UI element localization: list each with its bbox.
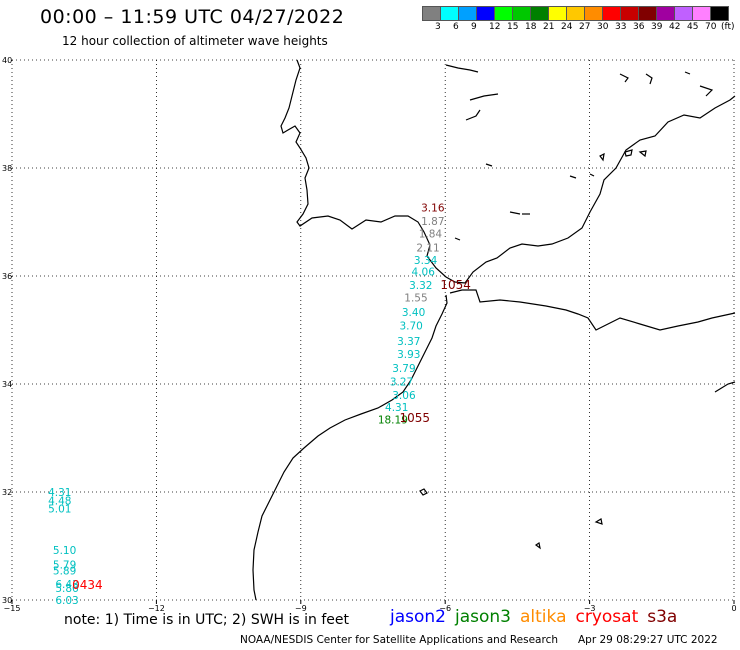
y-tick-label: 34 bbox=[2, 380, 12, 389]
legend-label: 45 bbox=[687, 22, 699, 32]
wave-height-value: 6.43 bbox=[55, 579, 78, 591]
coastline-river bbox=[569, 175, 577, 179]
wave-height-value: 3.32 bbox=[409, 280, 432, 292]
coastline-balearic bbox=[638, 150, 647, 158]
wave-height-value: 4.31 bbox=[48, 487, 71, 499]
coastline-africa bbox=[252, 294, 448, 601]
legend-label: 15 bbox=[507, 22, 519, 32]
coastline-balearic bbox=[599, 152, 605, 162]
coastline-river bbox=[485, 163, 493, 167]
generation-timestamp: Apr 29 08:29:27 UTC 2022 bbox=[578, 634, 718, 646]
pass-time-label: 0434 bbox=[72, 578, 103, 592]
coastline-river bbox=[645, 73, 653, 85]
y-tick-label: 40 bbox=[2, 56, 12, 65]
wave-height-value: 1.87 bbox=[421, 216, 444, 228]
wave-height-value: 5.86 bbox=[55, 583, 79, 595]
wave-height-value: 18.19 bbox=[378, 415, 408, 427]
y-tick-label: 30 bbox=[2, 596, 12, 605]
credit-line: NOAA/NESDIS Center for Satellite Applica… bbox=[240, 634, 558, 646]
coastline-river bbox=[619, 73, 629, 83]
coastline-island bbox=[594, 518, 603, 525]
pass-time-label: 1054 bbox=[440, 278, 471, 292]
wave-height-value: 1.84 bbox=[419, 228, 443, 240]
legend-swatch bbox=[710, 6, 729, 21]
legend-label: 12 bbox=[489, 22, 501, 32]
x-tick-label: −3 bbox=[584, 604, 596, 613]
coastline-river bbox=[699, 85, 714, 97]
wave-height-value: 3.40 bbox=[402, 307, 425, 319]
legend-label: 39 bbox=[651, 22, 663, 32]
legend-label: 21 bbox=[543, 22, 555, 32]
wave-height-value: 3.27 bbox=[390, 376, 413, 388]
legend-unit: (ft) bbox=[721, 22, 735, 32]
coastline-coast-east bbox=[714, 381, 736, 393]
legend-label: 18 bbox=[525, 22, 537, 32]
pass-time-label: 1055 bbox=[399, 411, 430, 425]
legend-label: 3 bbox=[435, 22, 441, 32]
legend-label: 24 bbox=[561, 22, 573, 32]
coastline-river bbox=[469, 93, 499, 101]
legend-label: 27 bbox=[579, 22, 591, 32]
legend-label: 30 bbox=[597, 22, 609, 32]
y-tick-label: 36 bbox=[2, 272, 12, 281]
x-tick-label: −15 bbox=[4, 604, 21, 613]
wave-height-value: 3.79 bbox=[392, 363, 415, 375]
wave-height-value: 2.11 bbox=[416, 242, 439, 254]
wave-height-value: 4.06 bbox=[412, 267, 436, 279]
wave-height-value: 3.70 bbox=[399, 321, 422, 333]
color-legend bbox=[422, 6, 729, 25]
coastline-river bbox=[445, 64, 479, 73]
wave-height-value: 5.89 bbox=[53, 565, 76, 577]
coastline-river bbox=[454, 237, 461, 241]
legend-label: 9 bbox=[471, 22, 477, 32]
wave-height-value: 3.06 bbox=[392, 390, 416, 402]
x-tick-label: −9 bbox=[295, 604, 307, 613]
legend-label: 6 bbox=[453, 22, 459, 32]
y-tick-label: 32 bbox=[2, 488, 12, 497]
wave-height-value: 4.48 bbox=[48, 496, 71, 508]
units-note: note: 1) Time is in UTC; 2) SWH is in fe… bbox=[64, 612, 350, 628]
wave-height-value: 3.16 bbox=[421, 202, 445, 214]
map-title: 00:00 – 11:59 UTC 04/27/2022 bbox=[40, 6, 345, 28]
wave-height-value: 3.37 bbox=[397, 336, 420, 348]
coastline-river bbox=[509, 211, 521, 215]
legend-label: 42 bbox=[669, 22, 681, 32]
x-tick-label: −6 bbox=[439, 604, 451, 613]
lat-lon-grid bbox=[11, 59, 735, 604]
x-tick-label: 0 bbox=[731, 604, 736, 613]
legend-label: 36 bbox=[633, 22, 645, 32]
legend-label: 70 bbox=[705, 22, 717, 32]
wave-height-value: 4.31 bbox=[385, 402, 408, 414]
wave-height-value: 6.03 bbox=[55, 595, 78, 607]
satellite-label: jason2 bbox=[390, 607, 446, 627]
coastline-north-africa bbox=[449, 289, 736, 331]
wave-height-value: 1.55 bbox=[404, 293, 427, 305]
wave-height-value: 5.79 bbox=[53, 559, 76, 571]
satellite-label: altika bbox=[520, 607, 567, 627]
coastline-river bbox=[684, 71, 691, 75]
y-tick-label: 38 bbox=[2, 164, 12, 173]
coastline-island bbox=[534, 542, 541, 550]
satellite-label: cryosat bbox=[575, 607, 639, 627]
coastline-iberia bbox=[280, 59, 736, 284]
coastline bbox=[252, 59, 736, 601]
wave-height-value: 3.93 bbox=[397, 349, 420, 361]
legend-label: 33 bbox=[615, 22, 627, 32]
wave-height-value: 5.01 bbox=[48, 504, 71, 516]
wave-height-value: 3.34 bbox=[414, 255, 438, 267]
wave-height-value: 5.10 bbox=[53, 545, 76, 557]
satellite-legend: jason2 jason3 altika cryosat s3a bbox=[390, 607, 686, 627]
map-subtitle: 12 hour collection of altimeter wave hei… bbox=[62, 34, 328, 48]
satellite-label: s3a bbox=[647, 607, 678, 627]
satellite-label: jason3 bbox=[455, 607, 511, 627]
coastline-river bbox=[465, 109, 481, 121]
coastline-balearic bbox=[624, 149, 633, 157]
coastline-river bbox=[589, 173, 595, 177]
x-tick-label: −12 bbox=[148, 604, 165, 613]
pass-time-labels: 1054 1055 0434 bbox=[72, 278, 471, 592]
wave-height-observations: 3.16 1.871.84 2.113.344.063.321.55 3.40 3.70… bbox=[48, 202, 445, 607]
axis-tick-labels: −15 −12 −9 −6 −3 0 40 38 36 34 32 30 bbox=[2, 56, 737, 613]
coastline-madeira bbox=[419, 488, 428, 496]
